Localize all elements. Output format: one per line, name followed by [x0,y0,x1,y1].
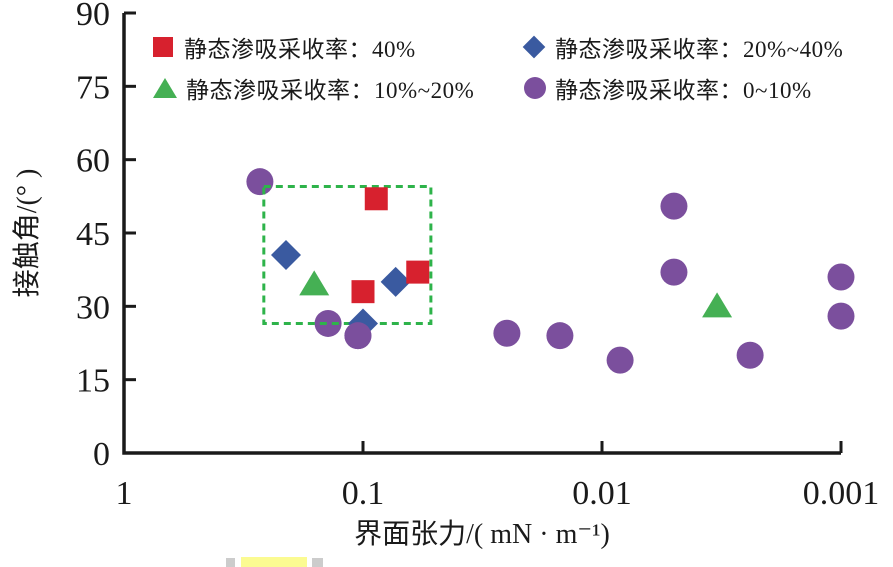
svg-text:接触角/(° ): 接触角/(° ) [11,169,43,298]
svg-text:30: 30 [76,289,110,326]
legend-item-0-10pct: 静态渗吸采收率：0~10% [524,73,812,103]
data-point [380,266,411,297]
svg-text:0.1: 0.1 [342,475,385,512]
cut-text-speck [312,558,323,567]
svg-text:0.001: 0.001 [803,475,880,512]
data-point [351,280,375,304]
data-point [736,341,764,369]
data-point [299,270,330,296]
data-point [827,302,855,330]
data-point [827,263,855,291]
legend-label: 静态渗吸采收率：0~10% [555,78,812,103]
svg-text:1: 1 [116,475,133,512]
legend-item-20-40pct: 静态渗吸采收率：20%~40% [522,32,844,62]
series-square [351,187,430,304]
legend-label: 静态渗吸采收率：20%~40% [555,37,844,62]
data-point [344,322,372,350]
data-point [364,187,388,211]
data-point [270,240,301,270]
data-point [702,292,733,318]
square-marker-icon [153,37,173,57]
svg-text:90: 90 [76,0,110,33]
svg-text:界面张力/( mN · m⁻¹): 界面张力/( mN · m⁻¹) [354,518,610,550]
legend-label: 静态渗吸采收率：10%~20% [186,78,475,103]
legend-label: 静态渗吸采收率：40% [184,37,416,62]
svg-text:15: 15 [76,363,110,400]
data-point [246,168,274,196]
svg-text:45: 45 [76,216,110,253]
x-tick-labels: 1 0.1 0.01 0.001 [116,475,880,512]
svg-text:0: 0 [93,436,110,473]
axis-titles: 界面张力/( mN · m⁻¹) 接触角/(° ) [11,169,610,550]
legend-item-10-20pct: 静态渗吸采收率：10%~20% [153,73,474,103]
annotation-box [262,185,433,325]
svg-text:60: 60 [76,143,110,180]
cut-text-speck [226,558,235,567]
data-point [493,319,521,347]
data-point [606,346,634,374]
legend-item-40pct: 静态渗吸采收率：40% [153,32,416,62]
svg-text:75: 75 [76,69,110,106]
data-point [660,192,688,220]
tick-marks [122,11,843,453]
svg-text:0.01: 0.01 [572,475,632,512]
y-tick-labels: 0 15 30 45 60 75 90 [76,0,110,473]
diamond-marker-icon [522,35,546,59]
highlight-fragment [241,557,307,567]
triangle-marker-icon [153,78,177,98]
data-point [546,322,574,350]
circle-marker-icon [524,77,546,99]
series-triangle [299,270,733,318]
data-point [660,258,688,286]
data-point [314,309,342,337]
series-circle [246,168,855,374]
data-point [406,260,430,284]
